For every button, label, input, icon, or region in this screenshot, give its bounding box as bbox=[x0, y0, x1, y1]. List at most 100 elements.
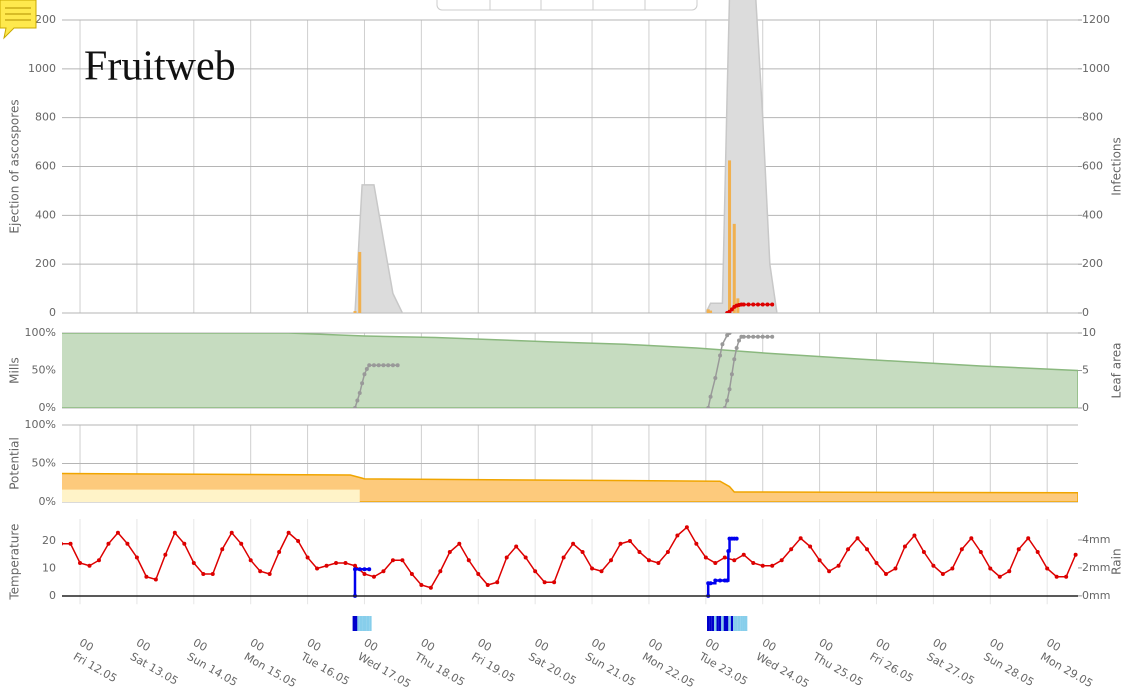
marker bbox=[675, 533, 680, 538]
wetness-strip bbox=[362, 616, 365, 631]
y2-tick-label: 4mm bbox=[1082, 533, 1110, 546]
y2-tick-label: 0mm bbox=[1082, 589, 1110, 602]
marker bbox=[729, 372, 734, 377]
marker bbox=[305, 555, 310, 560]
marker bbox=[718, 353, 723, 358]
marker bbox=[533, 569, 538, 574]
marker bbox=[836, 563, 841, 568]
x-tick-day-label: Wed 24.05 bbox=[754, 650, 812, 691]
line bbox=[353, 537, 737, 596]
wetness-strip bbox=[723, 616, 726, 631]
x-tick-label: 00 bbox=[248, 636, 267, 654]
y-tick-label: 600 bbox=[35, 160, 56, 173]
marker bbox=[1064, 574, 1069, 579]
y2-tick-label: 0 bbox=[1082, 401, 1089, 414]
marker bbox=[708, 394, 713, 399]
marker bbox=[722, 406, 727, 408]
marker bbox=[779, 558, 784, 563]
marker bbox=[765, 302, 770, 307]
marker bbox=[827, 569, 832, 574]
wetness-strip bbox=[707, 616, 710, 631]
x-tick-day-label: Mon 22.05 bbox=[640, 650, 697, 690]
marker bbox=[656, 561, 661, 565]
marker bbox=[637, 550, 642, 554]
y-tick-label: 50% bbox=[32, 457, 56, 470]
marker bbox=[315, 566, 320, 571]
marker bbox=[1045, 566, 1050, 571]
y2-tick-label: 1200 bbox=[1082, 13, 1110, 26]
marker bbox=[751, 334, 756, 339]
x-tick-day-label: Mon 15.05 bbox=[242, 650, 299, 690]
marker bbox=[495, 580, 500, 585]
marker bbox=[386, 363, 391, 368]
marker bbox=[1035, 550, 1040, 554]
marker bbox=[746, 334, 751, 339]
marker bbox=[357, 567, 362, 572]
y2-axis-title: Leaf area bbox=[1110, 342, 1124, 398]
marker bbox=[959, 547, 964, 552]
marker bbox=[760, 302, 765, 307]
marker bbox=[514, 544, 519, 549]
marker bbox=[125, 541, 130, 546]
note-icon[interactable] bbox=[0, 0, 37, 40]
marker bbox=[978, 550, 983, 554]
area bbox=[62, 333, 1078, 408]
wetness-strip bbox=[364, 616, 367, 631]
marker bbox=[447, 550, 452, 554]
bar bbox=[706, 309, 710, 313]
marker bbox=[590, 566, 595, 571]
marker bbox=[201, 572, 206, 576]
x-tick-day-label: Sun 14.05 bbox=[185, 650, 240, 689]
marker bbox=[476, 572, 481, 576]
wetness-strip bbox=[725, 616, 729, 631]
wetness-strip bbox=[735, 616, 738, 631]
y2-axis-title: Infections bbox=[1110, 137, 1124, 196]
marker bbox=[755, 334, 760, 339]
marker bbox=[646, 558, 651, 563]
bar bbox=[728, 160, 732, 313]
wetness-strip bbox=[737, 616, 741, 631]
x-tick-day-label: Fri 26.05 bbox=[868, 650, 916, 685]
x-tick-label: 00 bbox=[475, 636, 494, 654]
marker bbox=[390, 363, 395, 368]
marker bbox=[684, 525, 689, 530]
wetness-strip bbox=[742, 616, 745, 631]
wetness-strip bbox=[728, 616, 731, 631]
series-group bbox=[62, 333, 1078, 408]
x-tick-day-label: Thu 25.05 bbox=[810, 649, 866, 689]
marker bbox=[466, 558, 471, 563]
marker bbox=[229, 530, 234, 535]
y2-tick-label: 200 bbox=[1082, 257, 1103, 270]
marker bbox=[725, 578, 730, 583]
marker bbox=[921, 550, 926, 554]
y2-tick-label: 2mm bbox=[1082, 561, 1110, 574]
marker bbox=[988, 566, 993, 571]
series-group bbox=[62, 525, 1078, 598]
marker bbox=[627, 539, 632, 543]
marker bbox=[741, 552, 746, 557]
chart-title: Fruitweb bbox=[84, 44, 236, 90]
y-axis-title: Mills bbox=[8, 357, 22, 384]
line bbox=[62, 526, 1077, 589]
marker bbox=[106, 541, 111, 546]
x-tick-day-label: Sat 13.05 bbox=[128, 650, 180, 688]
x-tick-label: 00 bbox=[418, 636, 437, 654]
y-tick-label: 100% bbox=[25, 326, 56, 339]
marker bbox=[694, 541, 699, 546]
wetness-strip bbox=[352, 616, 356, 631]
marker bbox=[367, 363, 372, 368]
range-tabs[interactable] bbox=[436, 0, 698, 11]
x-tick-label: 00 bbox=[987, 636, 1006, 654]
x-tick-label: 00 bbox=[589, 636, 608, 654]
marker bbox=[296, 539, 301, 543]
marker bbox=[504, 555, 509, 560]
marker bbox=[997, 574, 1002, 579]
marker bbox=[381, 569, 386, 574]
y-tick-label: 200 bbox=[35, 257, 56, 270]
marker bbox=[395, 363, 400, 368]
marker bbox=[722, 555, 727, 560]
marker bbox=[409, 572, 414, 576]
marker bbox=[438, 569, 443, 574]
marker bbox=[182, 541, 187, 546]
